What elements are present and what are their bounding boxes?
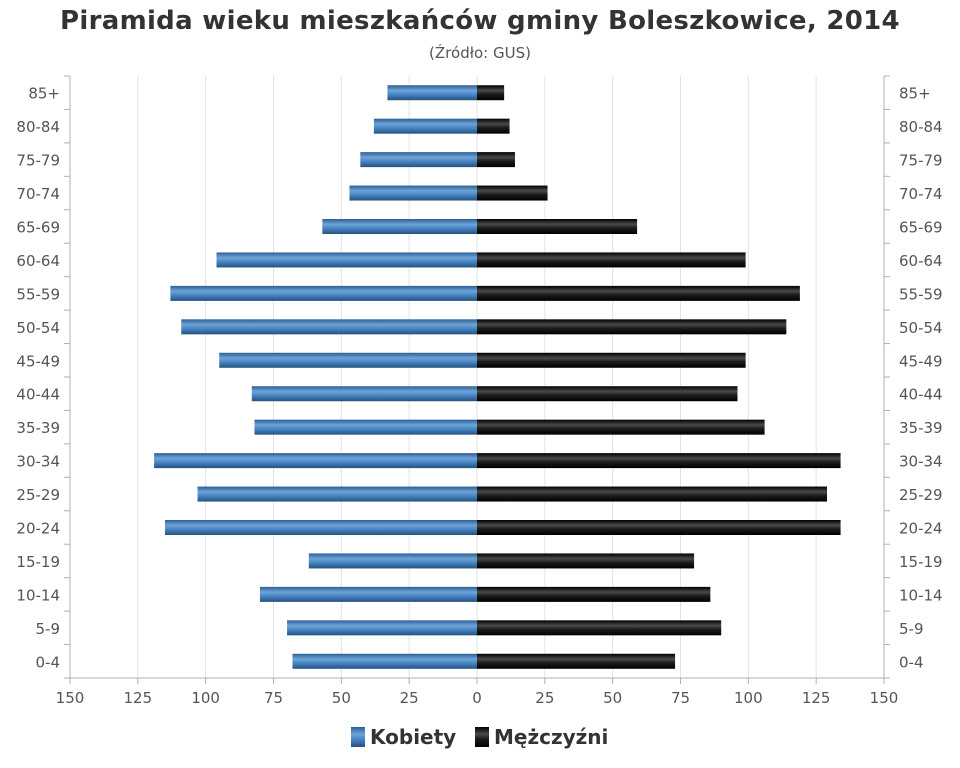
bar-kobiety[interactable] [259, 586, 477, 602]
bar-kobiety[interactable] [308, 553, 477, 569]
x-tick-label: 0 [472, 689, 482, 707]
y-tick-label-right: 75-79 [899, 152, 943, 170]
tick-labels: 150 125 100 75 50 25 0 25 50 75 100 125 150 85+ 85+ 80-… [16, 85, 942, 707]
bar-kobiety[interactable] [349, 185, 477, 201]
legend-label-kobiety[interactable]: Kobiety [370, 725, 456, 749]
bar-mezczyzni[interactable] [477, 520, 841, 535]
bar-mezczyzni[interactable] [477, 486, 828, 502]
y-tick-label-left: 50-54 [16, 319, 60, 337]
y-tick-label-right: 45-49 [899, 352, 943, 370]
y-tick-label-right: 25-29 [899, 486, 943, 504]
bar-mezczyzni[interactable] [477, 620, 722, 636]
bar-kobiety[interactable] [216, 252, 477, 268]
y-tick-label-left: 60-64 [16, 252, 60, 270]
bar-mezczyzni[interactable] [477, 386, 738, 402]
y-tick-label-right: 55-59 [899, 285, 943, 303]
bar-kobiety[interactable] [287, 620, 477, 636]
bar-mezczyzni[interactable] [477, 252, 746, 268]
bar-kobiety[interactable] [292, 653, 477, 669]
bar-kobiety[interactable] [170, 285, 478, 301]
legend: Kobiety Mężczyźni [351, 725, 608, 749]
y-tick-label-right: 85+ [899, 85, 931, 103]
x-tick-label: 75 [671, 689, 690, 707]
y-tick-label-left: 30-34 [16, 453, 60, 471]
y-tick-label-right: 40-44 [899, 386, 943, 404]
bar-mezczyzni[interactable] [477, 118, 510, 134]
bar-mezczyzni[interactable] [477, 219, 638, 234]
legend-label-mezczyzni[interactable]: Mężczyźni [494, 725, 608, 749]
y-tick-label-right: 60-64 [899, 252, 943, 270]
y-tick-label-right: 35-39 [899, 419, 943, 437]
y-tick-label-left: 45-49 [16, 352, 60, 370]
x-tick-label: 75 [264, 689, 283, 707]
bar-kobiety[interactable] [360, 152, 477, 168]
bar-mezczyzni[interactable] [477, 319, 787, 335]
y-tick-label-left: 70-74 [16, 185, 60, 203]
x-tick-label: 150 [870, 689, 899, 707]
bar-kobiety[interactable] [387, 85, 477, 101]
y-tick-label-left: 75-79 [16, 152, 60, 170]
y-tick-label-right: 50-54 [899, 319, 943, 337]
y-tick-label-left: 85+ [28, 85, 60, 103]
bar-mezczyzni[interactable] [477, 553, 695, 569]
x-tick-label: 25 [400, 689, 419, 707]
y-tick-label-right: 0-4 [899, 653, 924, 671]
legend-swatch-mezczyzni[interactable] [475, 727, 489, 747]
legend-swatch-kobiety[interactable] [351, 727, 365, 747]
bar-mezczyzni[interactable] [477, 453, 841, 469]
y-tick-label-right: 30-34 [899, 453, 943, 471]
y-tick-label-right: 20-24 [899, 520, 943, 538]
y-tick-label-left: 25-29 [16, 486, 60, 504]
y-tick-label-right: 10-14 [899, 586, 943, 604]
bar-kobiety[interactable] [164, 520, 477, 535]
x-tick-label: 50 [603, 689, 622, 707]
x-tick-label: 100 [191, 689, 220, 707]
y-tick-label-right: 5-9 [899, 620, 924, 638]
chart-subtitle: (Źródło: GUS) [429, 44, 531, 62]
y-tick-label-left: 10-14 [16, 586, 60, 604]
bar-mezczyzni[interactable] [477, 285, 800, 301]
bar-kobiety[interactable] [154, 453, 477, 469]
bar-kobiety[interactable] [322, 219, 477, 234]
bar-mezczyzni[interactable] [477, 586, 711, 602]
y-tick-label-right: 65-69 [899, 219, 943, 237]
axes [64, 75, 890, 684]
y-tick-label-left: 55-59 [16, 285, 60, 303]
y-tick-label-right: 80-84 [899, 118, 943, 136]
y-tick-label-left: 0-4 [36, 653, 61, 671]
y-tick-label-left: 40-44 [16, 386, 60, 404]
x-tick-label: 125 [802, 689, 831, 707]
bar-kobiety[interactable] [251, 386, 477, 402]
y-tick-label-left: 20-24 [16, 520, 60, 538]
bar-mezczyzni[interactable] [477, 352, 746, 368]
bar-kobiety[interactable] [254, 419, 477, 435]
chart-title: Piramida wieku mieszkańców gminy Boleszk… [60, 6, 900, 36]
x-tick-label: 100 [734, 689, 763, 707]
bar-kobiety[interactable] [219, 352, 477, 368]
x-tick-label: 50 [332, 689, 351, 707]
bars [154, 85, 841, 669]
y-tick-label-right: 15-19 [899, 553, 943, 571]
x-tick-label: 150 [56, 689, 85, 707]
bar-mezczyzni[interactable] [477, 85, 505, 101]
bar-kobiety[interactable] [181, 319, 477, 335]
y-tick-label-left: 65-69 [16, 219, 60, 237]
x-tick-label: 125 [124, 689, 153, 707]
y-tick-label-left: 15-19 [16, 553, 60, 571]
bar-kobiety[interactable] [197, 486, 477, 502]
y-tick-label-left: 80-84 [16, 118, 60, 136]
bar-mezczyzni[interactable] [477, 185, 548, 201]
y-tick-label-right: 70-74 [899, 185, 943, 203]
bar-mezczyzni[interactable] [477, 419, 765, 435]
x-tick-label: 25 [535, 689, 554, 707]
bar-mezczyzni[interactable] [477, 653, 676, 669]
y-tick-label-left: 5-9 [36, 620, 61, 638]
bar-kobiety[interactable] [373, 118, 477, 134]
bar-mezczyzni[interactable] [477, 152, 515, 168]
y-tick-label-left: 35-39 [16, 419, 60, 437]
